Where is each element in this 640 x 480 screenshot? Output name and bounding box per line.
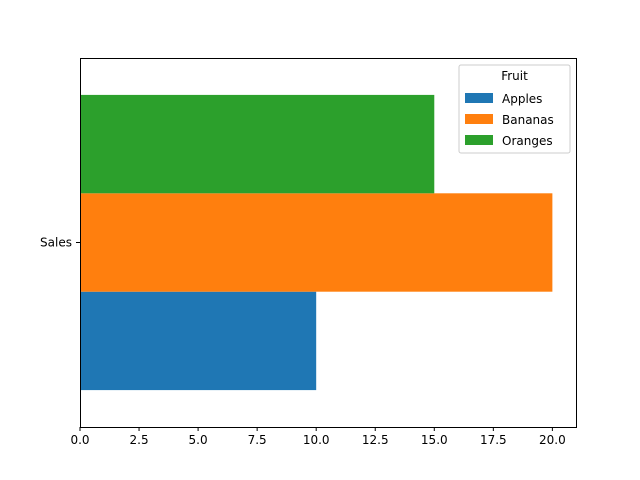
x-tick-label: 7.5 xyxy=(248,433,267,447)
legend-label-apples: Apples xyxy=(502,92,542,106)
x-tick-label: 17.5 xyxy=(480,433,507,447)
y-tick-label: Sales xyxy=(40,236,72,250)
x-tick-label: 10.0 xyxy=(303,433,330,447)
plot-frame xyxy=(80,58,577,428)
legend-swatch-apples xyxy=(465,93,493,103)
x-tick-label: 2.5 xyxy=(130,433,149,447)
bars-layer xyxy=(80,94,553,391)
legend-swatch-bananas xyxy=(465,114,493,124)
x-tick-label: 12.5 xyxy=(362,433,389,447)
x-tick-label: 15.0 xyxy=(421,433,448,447)
bar-bananas xyxy=(80,193,553,292)
legend: Fruit Apples Bananas Oranges xyxy=(458,64,571,154)
x-tick-label: 5.0 xyxy=(189,433,208,447)
legend-title: Fruit xyxy=(501,69,528,83)
x-axis-ticks: 0.0 2.5 5.0 7.5 10.0 12.5 15.0 17.5 20.0 xyxy=(70,427,566,447)
bar-apples xyxy=(80,291,317,391)
x-tick-label: 0.0 xyxy=(70,433,89,447)
legend-swatch-oranges xyxy=(465,135,493,145)
legend-box xyxy=(458,64,571,154)
y-axis-ticks: Sales xyxy=(40,236,80,250)
x-tick-label: 20.0 xyxy=(539,433,566,447)
bar-oranges xyxy=(80,94,435,194)
legend-label-oranges: Oranges xyxy=(502,134,553,148)
legend-label-bananas: Bananas xyxy=(502,113,554,127)
